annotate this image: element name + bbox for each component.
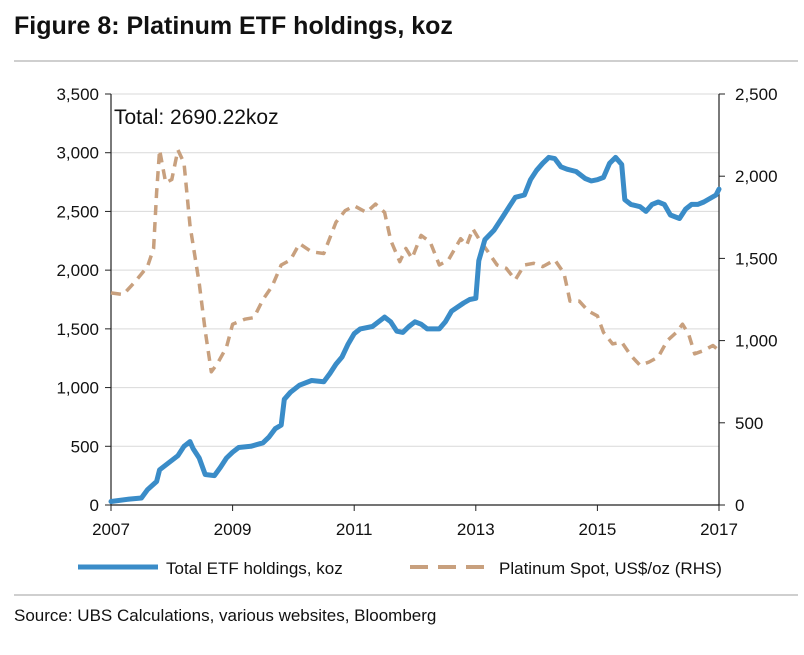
right-tick-label: 1,500 — [735, 249, 778, 268]
chart-title: Figure 8: Platinum ETF holdings, koz — [14, 12, 453, 40]
right-axis-ticks: 0 500 1,000 1,500 2,000 2,500 — [719, 85, 778, 515]
total-annotation: Total: 2690.22koz — [114, 106, 279, 129]
right-tick-label: 2,500 — [735, 85, 778, 104]
platinum-spot-line — [110, 148, 721, 374]
legend-label-etf: Total ETF holdings, koz — [166, 559, 343, 578]
right-tick-label: 500 — [735, 414, 763, 433]
left-axis-ticks: 0 500 1,000 1,500 2,000 2,500 3,000 3,500 — [56, 85, 111, 515]
left-tick-label: 2,500 — [56, 202, 99, 221]
x-tick-label: 2011 — [336, 520, 373, 539]
x-tick-label: 2007 — [92, 520, 130, 539]
x-tick-label: 2017 — [700, 520, 738, 539]
axes — [110, 94, 720, 506]
x-tick-label: 2009 — [214, 520, 252, 539]
left-tick-label: 0 — [90, 496, 99, 515]
title-rule — [14, 60, 798, 62]
left-tick-label: 1,000 — [56, 379, 99, 398]
legend-label-platinum: Platinum Spot, US$/oz (RHS) — [499, 559, 722, 578]
gridlines — [111, 93, 719, 447]
left-tick-label: 1,500 — [56, 320, 99, 339]
legend: Total ETF holdings, koz Platinum Spot, U… — [78, 559, 722, 578]
x-tick-label: 2013 — [457, 520, 495, 539]
right-tick-label: 0 — [735, 496, 744, 515]
source-note: Source: UBS Calculations, various websit… — [14, 606, 437, 625]
x-axis-ticks: 2007 2009 2011 2013 2015 2017 — [92, 505, 738, 539]
left-tick-label: 2,000 — [56, 261, 99, 280]
left-tick-label: 3,500 — [56, 85, 99, 104]
etf-holdings-line — [108, 154, 722, 504]
chart-svg: 0 500 1,000 1,500 2,000 2,500 3,000 3,500 0 500 1… — [56, 85, 778, 578]
source-rule — [14, 594, 798, 596]
x-tick-label: 2015 — [578, 520, 616, 539]
left-tick-label: 500 — [71, 437, 99, 456]
left-tick-label: 3,000 — [56, 144, 99, 163]
series-group — [108, 148, 722, 504]
right-tick-label: 2,000 — [735, 167, 778, 186]
right-tick-label: 1,000 — [735, 332, 778, 351]
